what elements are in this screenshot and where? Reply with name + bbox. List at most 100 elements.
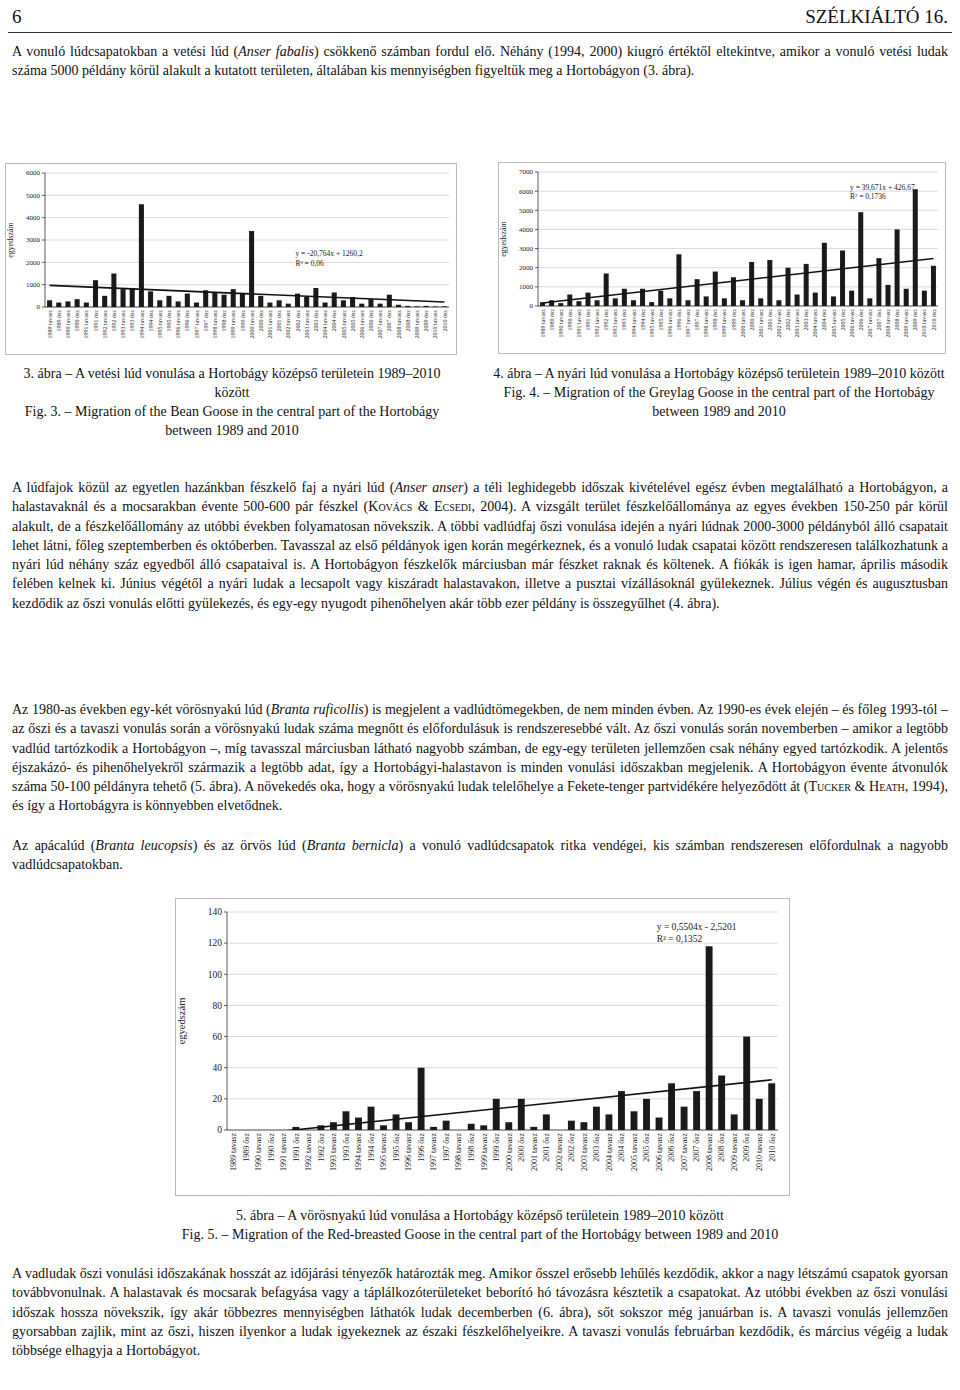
y-tick <box>535 210 538 211</box>
bar <box>604 273 609 306</box>
x-tick-label: 2007 ősz <box>692 1133 701 1162</box>
x-tick-label: 1996 tavasz <box>404 1133 413 1171</box>
bar <box>277 300 282 307</box>
bar <box>649 302 654 306</box>
y-tick-label: 0 <box>37 303 41 311</box>
y-tick <box>42 307 45 308</box>
figure-caption: 4. ábra – A nyári lúd vonulása a Hortobá… <box>488 364 950 421</box>
bar <box>341 300 346 307</box>
bar <box>622 289 627 306</box>
bar <box>518 1099 525 1130</box>
bar <box>840 250 845 306</box>
bar <box>580 1122 587 1130</box>
y-tick <box>42 240 45 241</box>
grid-line <box>227 912 778 913</box>
grid-line <box>538 248 938 249</box>
bar <box>157 300 162 307</box>
trend-line <box>50 285 445 302</box>
x-tick-label: 2002 tavasz <box>285 310 291 339</box>
x-tick-label: 1996 ősz <box>676 309 682 331</box>
x-tick-label: 1999 ősz <box>240 310 246 332</box>
bar <box>822 243 827 306</box>
x-tick-label: 1997 tavasz <box>685 309 691 338</box>
x-tick-label: 1999 ősz <box>731 309 737 331</box>
bar <box>255 1130 262 1131</box>
bar <box>185 294 190 307</box>
x-tick-label: 1999 ősz <box>492 1133 501 1162</box>
bar <box>102 296 107 307</box>
bar <box>442 306 447 307</box>
text-run: ) és az örvös lúd ( <box>193 838 307 853</box>
bar <box>93 280 98 307</box>
y-tick <box>535 172 538 173</box>
paragraph: A vadludak őszi vonulási időszakának hos… <box>12 1264 948 1360</box>
y-tick-label: 0 <box>217 1125 222 1135</box>
y-axis <box>538 172 539 306</box>
figure-caption: 5. ábra – A vörösnyakú lúd vonulása a Ho… <box>90 1206 870 1244</box>
y-tick-label: 140 <box>208 907 223 917</box>
grid-line <box>45 284 449 285</box>
text-run: , 2004). A vizsgált terület fészkelőállo… <box>12 499 948 610</box>
x-tick-label: 1989 tavasz <box>229 1133 238 1171</box>
x-tick-label: 2003 tavasz <box>304 310 310 339</box>
x-tick-label: 1992 ősz <box>603 309 609 331</box>
y-tick <box>224 912 227 913</box>
x-tick-label: 1994 tavasz <box>139 310 145 339</box>
x-tick-label: 1998 ősz <box>221 310 227 332</box>
y-axis <box>227 912 228 1130</box>
y-tick <box>535 286 538 287</box>
x-tick-label: 2010 ősz <box>442 310 448 332</box>
text-run: Tucker & Heath <box>809 779 905 794</box>
x-tick-label: 2006 ősz <box>667 1133 676 1162</box>
text-run: Kovács & Ecsedi <box>368 499 471 514</box>
x-tick-label: 2005 ősz <box>350 310 356 332</box>
bar <box>258 296 263 307</box>
bar <box>505 1122 512 1130</box>
bar <box>231 289 236 307</box>
y-tick <box>224 974 227 975</box>
annotation: R² = 0,06 <box>295 259 324 268</box>
annotation: y = 39,671x + 426,67 <box>850 183 915 192</box>
text-run: Branta ruficollis <box>271 702 364 717</box>
x-tick-label: 2002 ősz <box>785 309 791 331</box>
y-tick-label: 120 <box>208 938 223 948</box>
y-tick-label: 1000 <box>519 283 534 291</box>
x-tick-label: 1992 tavasz <box>304 1133 313 1171</box>
y-tick <box>42 217 45 218</box>
bar <box>286 304 291 307</box>
x-tick-label: 2002 ősz <box>295 310 301 332</box>
bar <box>480 1125 487 1130</box>
bar <box>631 1111 638 1130</box>
x-tick-label: 1998 ősz <box>467 1133 476 1162</box>
bar <box>613 298 618 306</box>
x-tick-label: 1998 tavasz <box>212 310 218 339</box>
bar <box>148 291 153 307</box>
x-tick-label: 2005 tavasz <box>630 1133 639 1171</box>
y-tick-label: 4000 <box>26 214 41 222</box>
x-tick-label: 1998 tavasz <box>703 309 709 338</box>
x-tick-label: 2006 tavasz <box>359 310 365 339</box>
x-tick-label: 2001 ősz <box>767 309 773 331</box>
x-tick-label: 2009 ősz <box>742 1133 751 1162</box>
x-tick-label: 1991 ősz <box>292 1133 301 1162</box>
bar <box>313 288 318 307</box>
x-tick-label: 1995 tavasz <box>157 310 163 339</box>
x-tick-label: 1989 ősz <box>242 1133 251 1162</box>
bar <box>576 301 581 306</box>
bar <box>867 298 872 306</box>
bar <box>396 305 401 307</box>
bar <box>56 303 61 307</box>
bar <box>656 1118 663 1130</box>
bar <box>593 1107 600 1130</box>
x-tick-label: 2003 ősz <box>803 309 809 331</box>
annotation: y = -20,764x + 1260,2 <box>295 249 362 258</box>
x-tick-label: 1989 ősz <box>56 310 62 332</box>
y-tick-label: 40 <box>213 1063 223 1073</box>
annotation: R² = 0,1352 <box>657 934 703 944</box>
x-tick-label: 2007 tavasz <box>377 310 383 339</box>
y-axis-label: egyedszám <box>6 221 15 257</box>
bar <box>895 229 900 306</box>
y-tick <box>535 267 538 268</box>
x-tick-label: 2006 tavasz <box>655 1133 664 1171</box>
grid-line <box>227 1036 778 1037</box>
